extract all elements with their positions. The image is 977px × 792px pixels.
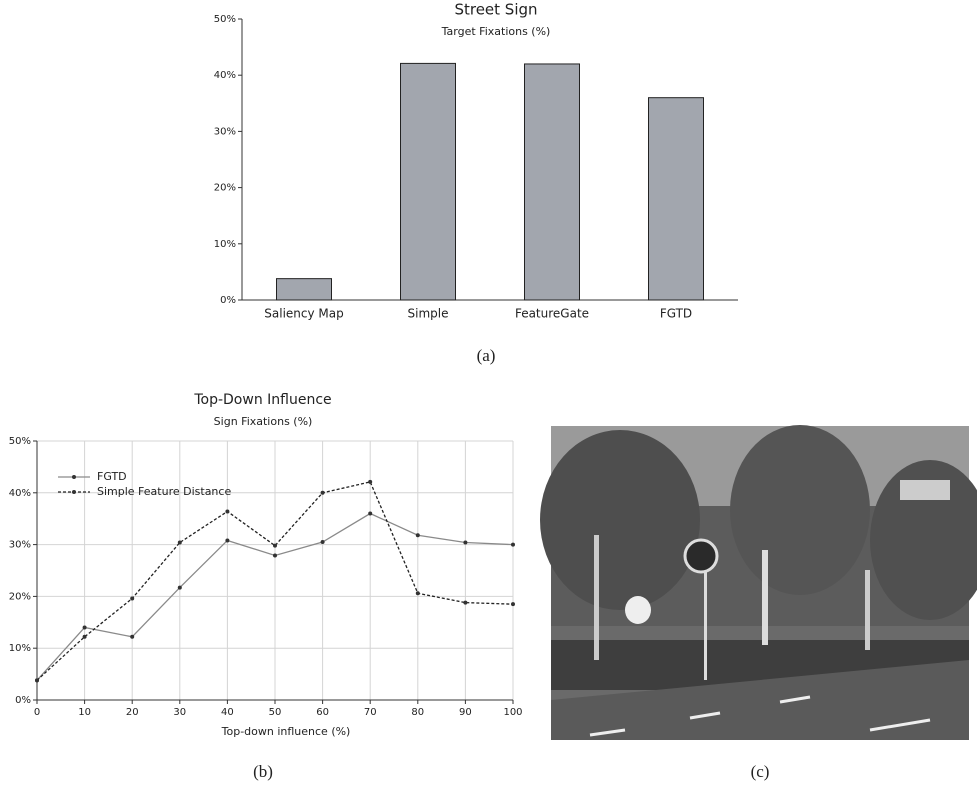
x-tick-label: Simple — [408, 307, 449, 321]
point — [511, 543, 515, 547]
x-tick-label: 0 — [34, 707, 40, 718]
y-tick-label: 20% — [214, 183, 236, 194]
y-tick-label: 0% — [220, 295, 236, 306]
x-tick-label: Saliency Map — [264, 307, 343, 321]
point — [416, 591, 420, 595]
bar — [525, 64, 580, 300]
point — [463, 541, 467, 545]
bar — [649, 98, 704, 300]
point — [225, 509, 229, 513]
chart-subtitle: Target Fixations (%) — [441, 25, 551, 38]
y-tick-label: 20% — [9, 591, 31, 602]
point — [178, 586, 182, 590]
y-tick-label: 10% — [9, 643, 31, 654]
x-tick-label: 40 — [221, 707, 234, 718]
point — [83, 635, 87, 639]
chart-title: Street Sign — [454, 1, 537, 19]
x-tick-label: 50 — [269, 707, 282, 718]
bar — [401, 63, 456, 300]
x-tick-label: FGTD — [660, 307, 692, 321]
point — [321, 491, 325, 495]
figure: (a) (b) (c) Street Sign Target Fixations … — [0, 0, 977, 792]
point — [368, 512, 372, 516]
x-tick-label: FeatureGate — [515, 307, 589, 321]
point — [35, 678, 39, 682]
x-tick-label: 30 — [173, 707, 186, 718]
x-tick-label: 60 — [316, 707, 329, 718]
x-tick-label: 100 — [503, 707, 522, 718]
x-tick-label: 10 — [78, 707, 91, 718]
x-tick-label: 80 — [411, 707, 424, 718]
point — [511, 602, 515, 606]
y-tick-label: 10% — [214, 239, 236, 250]
y-tick-label: 50% — [9, 436, 31, 447]
legend-label: FGTD — [97, 470, 127, 483]
point — [273, 544, 277, 548]
point — [368, 480, 372, 484]
point — [463, 601, 467, 605]
y-tick-label: 40% — [9, 488, 31, 499]
point — [178, 541, 182, 545]
x-axis-label: Top-down influence (%) — [221, 725, 351, 738]
caption: (b) — [253, 762, 273, 781]
point — [130, 596, 134, 600]
x-tick-label: 20 — [126, 707, 139, 718]
point — [416, 533, 420, 537]
point — [83, 625, 87, 629]
y-tick-label: 0% — [15, 695, 31, 706]
x-tick-label: 70 — [364, 707, 377, 718]
chart-title: Top-Down Influence — [193, 392, 331, 408]
y-tick-label: 50% — [214, 14, 236, 25]
y-tick-label: 30% — [9, 540, 31, 551]
point — [273, 553, 277, 557]
caption: (a) — [477, 346, 496, 365]
legend-label: Simple Feature Distance — [97, 485, 231, 498]
point — [225, 538, 229, 542]
caption: (c) — [751, 762, 770, 781]
legend-marker — [72, 475, 76, 479]
chart-subtitle: Sign Fixations (%) — [214, 415, 313, 428]
point — [130, 635, 134, 639]
point — [321, 540, 325, 544]
y-tick-label: 30% — [214, 126, 236, 137]
legend-marker — [72, 490, 76, 494]
photo — [540, 425, 977, 740]
bar — [277, 279, 332, 300]
x-tick-label: 90 — [459, 707, 472, 718]
y-tick-label: 40% — [214, 70, 236, 81]
